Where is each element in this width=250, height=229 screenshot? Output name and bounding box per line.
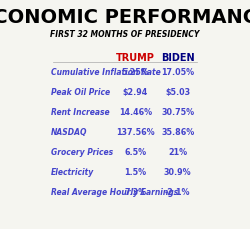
Text: 30.75%: 30.75%: [161, 108, 194, 117]
Text: Cumulative Inflation Rate: Cumulative Inflation Rate: [51, 68, 161, 77]
Text: Rent Increase: Rent Increase: [51, 108, 110, 117]
Text: 137.56%: 137.56%: [116, 128, 155, 137]
Text: -2.1%: -2.1%: [165, 188, 190, 196]
Text: 17.05%: 17.05%: [161, 68, 194, 77]
Text: 21%: 21%: [168, 148, 187, 157]
Text: 5.25%: 5.25%: [122, 68, 150, 77]
Text: TRUMP: TRUMP: [116, 52, 155, 62]
Text: Grocery Prices: Grocery Prices: [51, 148, 113, 157]
Text: 35.86%: 35.86%: [161, 128, 194, 137]
Text: ECONOMIC PERFORMANCE: ECONOMIC PERFORMANCE: [0, 8, 250, 27]
Text: Real Average Hourly Earnings: Real Average Hourly Earnings: [51, 188, 178, 196]
Text: $5.03: $5.03: [165, 88, 190, 97]
Text: Electricity: Electricity: [51, 168, 94, 177]
Text: 1.5%: 1.5%: [124, 168, 146, 177]
Text: $2.94: $2.94: [123, 88, 148, 97]
Text: 6.5%: 6.5%: [124, 148, 146, 157]
Text: BIDEN: BIDEN: [161, 52, 194, 62]
Text: 14.46%: 14.46%: [119, 108, 152, 117]
Text: Peak Oil Price: Peak Oil Price: [51, 88, 110, 97]
Text: FIRST 32 MONTHS OF PRESIDENCY: FIRST 32 MONTHS OF PRESIDENCY: [50, 30, 200, 39]
Text: 7.3%: 7.3%: [124, 188, 146, 196]
Text: 30.9%: 30.9%: [164, 168, 192, 177]
Text: NASDAQ: NASDAQ: [51, 128, 88, 137]
